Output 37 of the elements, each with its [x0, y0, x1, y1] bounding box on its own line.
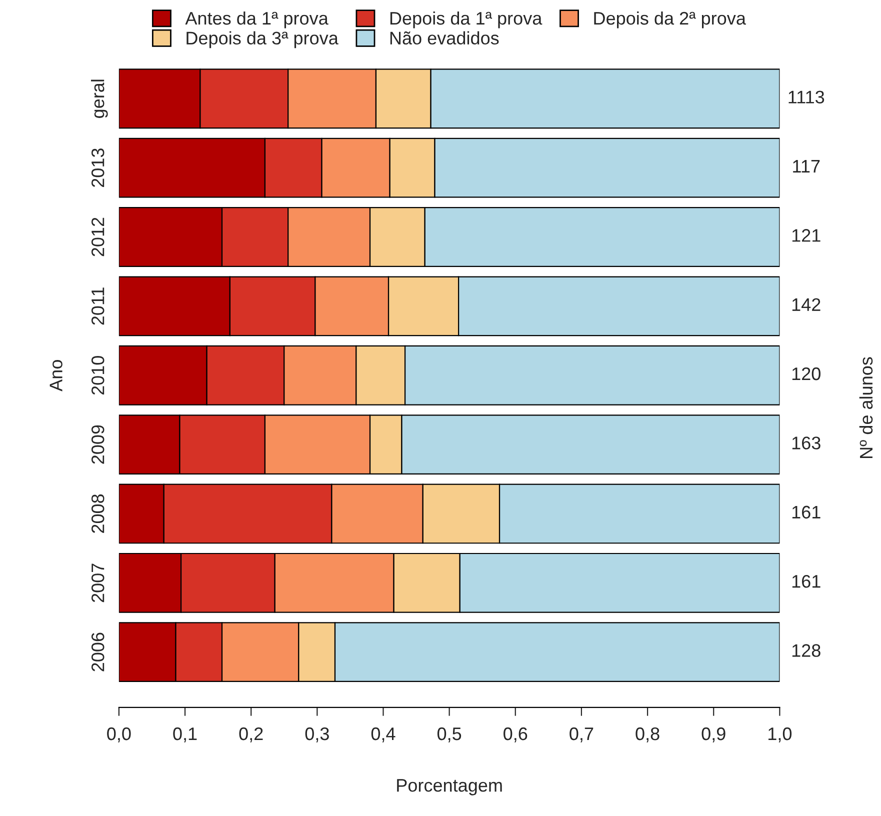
text: 161	[792, 506, 820, 519]
x-tick-label: 0,4	[371, 727, 396, 742]
y-tick-label: 2013	[91, 148, 104, 187]
x-tick-label: 0,8	[636, 727, 660, 742]
y-tick-label: 2007	[91, 564, 104, 602]
x-tick-label: 0,9	[702, 727, 726, 742]
y-tick-label: 2009	[91, 425, 104, 464]
text: 117	[793, 160, 820, 172]
x-tick-label: 0,1	[173, 727, 197, 742]
x-tick-label: 0,5	[437, 727, 462, 742]
y2-axis-title: Nº de alunos	[859, 357, 873, 458]
y-tick-label: 2008	[91, 494, 104, 533]
y-tick-label: 2012	[91, 218, 104, 256]
legend-label: Depois da 2ª prova	[594, 11, 746, 28]
x-tick-label: 0,0	[107, 727, 131, 742]
text: 121	[792, 229, 820, 242]
legend-label: Antes da 1ª prova	[185, 11, 328, 28]
y-axis-title: Ano	[50, 360, 62, 392]
legend-label: Depois da 3ª prova	[186, 31, 338, 48]
x-tick-label: 0,3	[305, 727, 329, 742]
y-tick-label: geral	[90, 80, 108, 118]
legend-label: Não evadidos	[390, 31, 499, 45]
y-tick-label: 2011	[91, 288, 104, 325]
legend-label: Depois da 1ª prova	[390, 11, 542, 28]
text: 120	[792, 367, 820, 380]
text: 163	[792, 436, 820, 450]
x-tick-label: 0,6	[504, 727, 528, 742]
text: 1113	[788, 90, 824, 104]
y-tick-label: 2006	[91, 632, 104, 672]
text: 161	[792, 574, 820, 588]
x-tick-label: 1,0	[768, 727, 792, 742]
y-tick-label: 2010	[91, 356, 104, 395]
x-tick-label: 0,2	[239, 727, 263, 742]
text: 128	[792, 644, 820, 657]
text: 142	[792, 298, 820, 311]
x-axis-title: Porcentagem	[397, 779, 502, 796]
x-tick-label: 0,7	[570, 727, 594, 742]
